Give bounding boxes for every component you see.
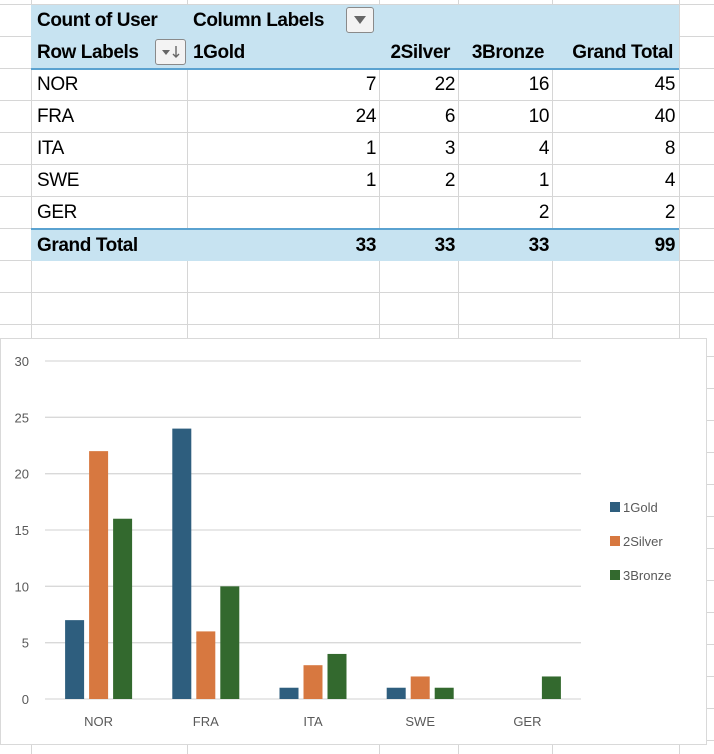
pivot-row-ger: GER 2 2 <box>31 197 679 229</box>
pivot-header-row-1: Count of User Column Labels <box>31 5 679 37</box>
row-value: 8 <box>664 138 676 159</box>
y-tick-label: 10 <box>15 579 29 594</box>
y-tick-label: 25 <box>15 410 29 425</box>
row-value: 22 <box>434 74 456 95</box>
x-tick-label: ITA <box>303 714 323 729</box>
legend-label: 2Silver <box>623 534 663 549</box>
sort-filter-icon <box>161 46 179 58</box>
row-value: 45 <box>654 74 676 95</box>
row-value: 1 <box>365 170 377 191</box>
row-label[interactable]: SWE <box>37 170 80 191</box>
row-value: 4 <box>538 138 550 159</box>
legend-swatch-3bronze <box>610 570 620 580</box>
bar-2silver-nor <box>89 451 109 699</box>
row-value: 24 <box>355 106 377 127</box>
column-header-2silver[interactable]: 2Silver <box>390 42 450 63</box>
y-tick-label: 15 <box>15 523 29 538</box>
grand-total-overall: 99 <box>654 235 676 256</box>
pivot-row-nor: NOR 7 22 16 45 <box>31 69 679 101</box>
y-tick-label: 5 <box>22 636 29 651</box>
x-tick-label: NOR <box>84 714 113 729</box>
row-value: 1 <box>365 138 377 159</box>
row-value: 10 <box>528 106 550 127</box>
pivot-row-swe: SWE 1 2 1 4 <box>31 165 679 197</box>
x-tick-label: FRA <box>193 714 219 729</box>
bar-1gold-ita <box>279 687 299 699</box>
row-value: 3 <box>444 138 456 159</box>
bar-2silver-fra <box>196 631 216 699</box>
column-header-grand-total: Grand Total <box>572 42 673 63</box>
header-divider <box>31 68 679 70</box>
pivot-header-row-2: Row Labels 1Gold 2Silver 3Bronze Grand T… <box>31 37 679 69</box>
x-tick-label: GER <box>513 714 541 729</box>
pivot-row-ita: ITA 1 3 4 8 <box>31 133 679 165</box>
x-tick-label: SWE <box>405 714 435 729</box>
bar-2silver-ita <box>303 665 323 699</box>
y-tick-label: 30 <box>15 354 29 369</box>
column-header-3bronze[interactable]: 3Bronze <box>471 42 545 63</box>
chart-svg: 0 5 10 15 20 25 30 NOR FRA ITA SWE GER 1Gold 2Silver 3… <box>15 354 672 729</box>
row-value: 2 <box>664 202 676 223</box>
row-sort-filter-dropdown[interactable] <box>155 39 186 65</box>
row-value: 4 <box>664 170 676 191</box>
row-value: 40 <box>654 106 676 127</box>
bar-3bronze-fra <box>220 586 240 699</box>
row-label[interactable]: FRA <box>37 106 74 127</box>
value-field-label[interactable]: Count of User <box>37 10 158 31</box>
row-labels-header[interactable]: Row Labels <box>37 42 139 63</box>
bar-3bronze-ger <box>541 676 561 699</box>
legend-swatch-1gold <box>610 502 620 512</box>
grand-total-3bronze: 33 <box>528 235 550 256</box>
legend-label: 3Bronze <box>623 568 671 583</box>
column-labels-header[interactable]: Column Labels <box>193 10 324 31</box>
bar-3bronze-ita <box>327 653 347 699</box>
bar-1gold-fra <box>172 428 192 699</box>
column-filter-dropdown[interactable] <box>346 7 374 33</box>
pivot-row-fra: FRA 24 6 10 40 <box>31 101 679 133</box>
row-value: 6 <box>444 106 456 127</box>
grand-total-row: Grand Total 33 33 33 99 <box>31 230 679 261</box>
dropdown-arrow-icon <box>354 16 366 24</box>
row-value: 16 <box>528 74 550 95</box>
row-label[interactable]: NOR <box>37 74 79 95</box>
y-tick-label: 20 <box>15 467 29 482</box>
grand-total-1gold: 33 <box>355 235 377 256</box>
y-tick-label: 0 <box>22 692 29 707</box>
clustered-column-chart[interactable]: 0 5 10 15 20 25 30 NOR FRA ITA SWE GER 1Gold 2Silver 3… <box>0 338 707 745</box>
bar-3bronze-swe <box>434 687 454 699</box>
row-label[interactable]: GER <box>37 202 77 223</box>
legend-label: 1Gold <box>623 500 658 515</box>
row-value: 7 <box>365 74 377 95</box>
grand-total-label: Grand Total <box>37 235 138 256</box>
row-value: 1 <box>538 170 550 191</box>
bar-1gold-nor <box>65 620 85 699</box>
column-header-1gold[interactable]: 1Gold <box>193 42 245 63</box>
legend-swatch-2silver <box>610 536 620 546</box>
bar-1gold-swe <box>386 687 406 699</box>
row-label[interactable]: ITA <box>37 138 64 159</box>
bar-2silver-swe <box>410 676 430 699</box>
bar-3bronze-nor <box>113 518 133 699</box>
grand-total-2silver: 33 <box>434 235 456 256</box>
total-divider <box>31 228 679 230</box>
row-value: 2 <box>538 202 550 223</box>
row-value: 2 <box>444 170 456 191</box>
